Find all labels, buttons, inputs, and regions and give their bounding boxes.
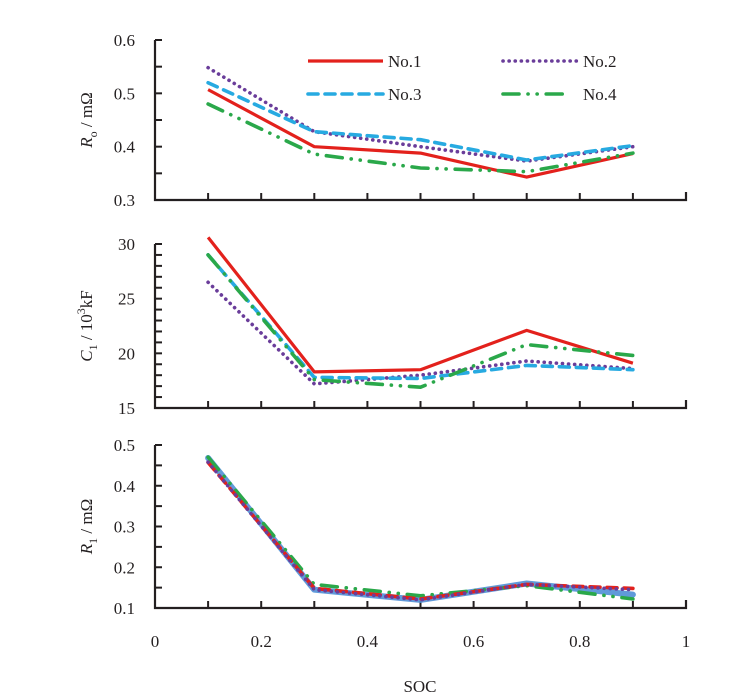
x-axis-title: SOC	[403, 677, 436, 696]
series-line-no3	[205, 455, 636, 603]
y-tick-label: 0.3	[114, 518, 135, 537]
series-line-no3	[206, 80, 635, 162]
y-tick-label: 0.4	[114, 138, 136, 157]
y-tick-label: 20	[118, 344, 135, 363]
series-line-no2	[206, 460, 635, 602]
legend-label: No.4	[583, 85, 617, 104]
panel-2: 15 20 25 30 C1 / 103kF	[74, 235, 688, 418]
y-tick-label: 0.6	[114, 31, 135, 50]
legend-label: No.3	[388, 85, 422, 104]
series-line-no2	[206, 65, 635, 163]
y-tick-label: 0.2	[114, 558, 135, 577]
legend-label: No.2	[583, 52, 617, 71]
y-tick-label: 0.1	[114, 599, 135, 618]
x-tick-label: 0	[151, 632, 160, 651]
y-tick-label: 0.5	[114, 436, 135, 455]
y-tick-label: 0.3	[114, 191, 135, 210]
panel-1: 0.3 0.4 0.5 0.6 Ro / mΩ	[77, 31, 688, 210]
series-line-no1	[206, 236, 634, 374]
y-tick-label: 0.5	[114, 84, 135, 103]
y-axis-title: R1 / mΩ	[77, 499, 100, 555]
series-line-no4	[206, 253, 635, 390]
x-tick-label: 0.2	[251, 632, 272, 651]
x-tick-label: 1	[682, 632, 691, 651]
series-line-no2	[206, 280, 635, 386]
series-line-no4	[206, 455, 635, 601]
axes	[153, 445, 688, 610]
y-tick-label: 0.4	[114, 477, 136, 496]
x-tick-label: 0.6	[463, 632, 484, 651]
y-tick-label: 25	[118, 290, 135, 309]
series-line-no4	[206, 102, 635, 174]
series-line-no3	[206, 253, 635, 381]
y-tick-label: 15	[118, 399, 135, 418]
y-tick-label: 30	[118, 235, 135, 254]
y-axis-title: Ro / mΩ	[77, 92, 100, 148]
x-tick-labels: 0 0.2 0.4 0.6 0.8 1	[151, 632, 691, 651]
x-tick-label: 0.8	[569, 632, 590, 651]
series-line-no1	[207, 88, 634, 179]
legend: No.1 No.2 No.3 No.4	[306, 52, 617, 104]
panels: 0.3 0.4 0.5 0.6 Ro / mΩ 15 20 25 30 C1 / 103kF 0.1…	[74, 31, 688, 618]
x-tick-label: 0.4	[357, 632, 379, 651]
panel-3: 0.1 0.2 0.3 0.4 0.5 R1 / mΩ	[77, 436, 688, 618]
legend-label: No.1	[388, 52, 422, 71]
y-axis-title: C1 / 103kF	[74, 290, 100, 362]
